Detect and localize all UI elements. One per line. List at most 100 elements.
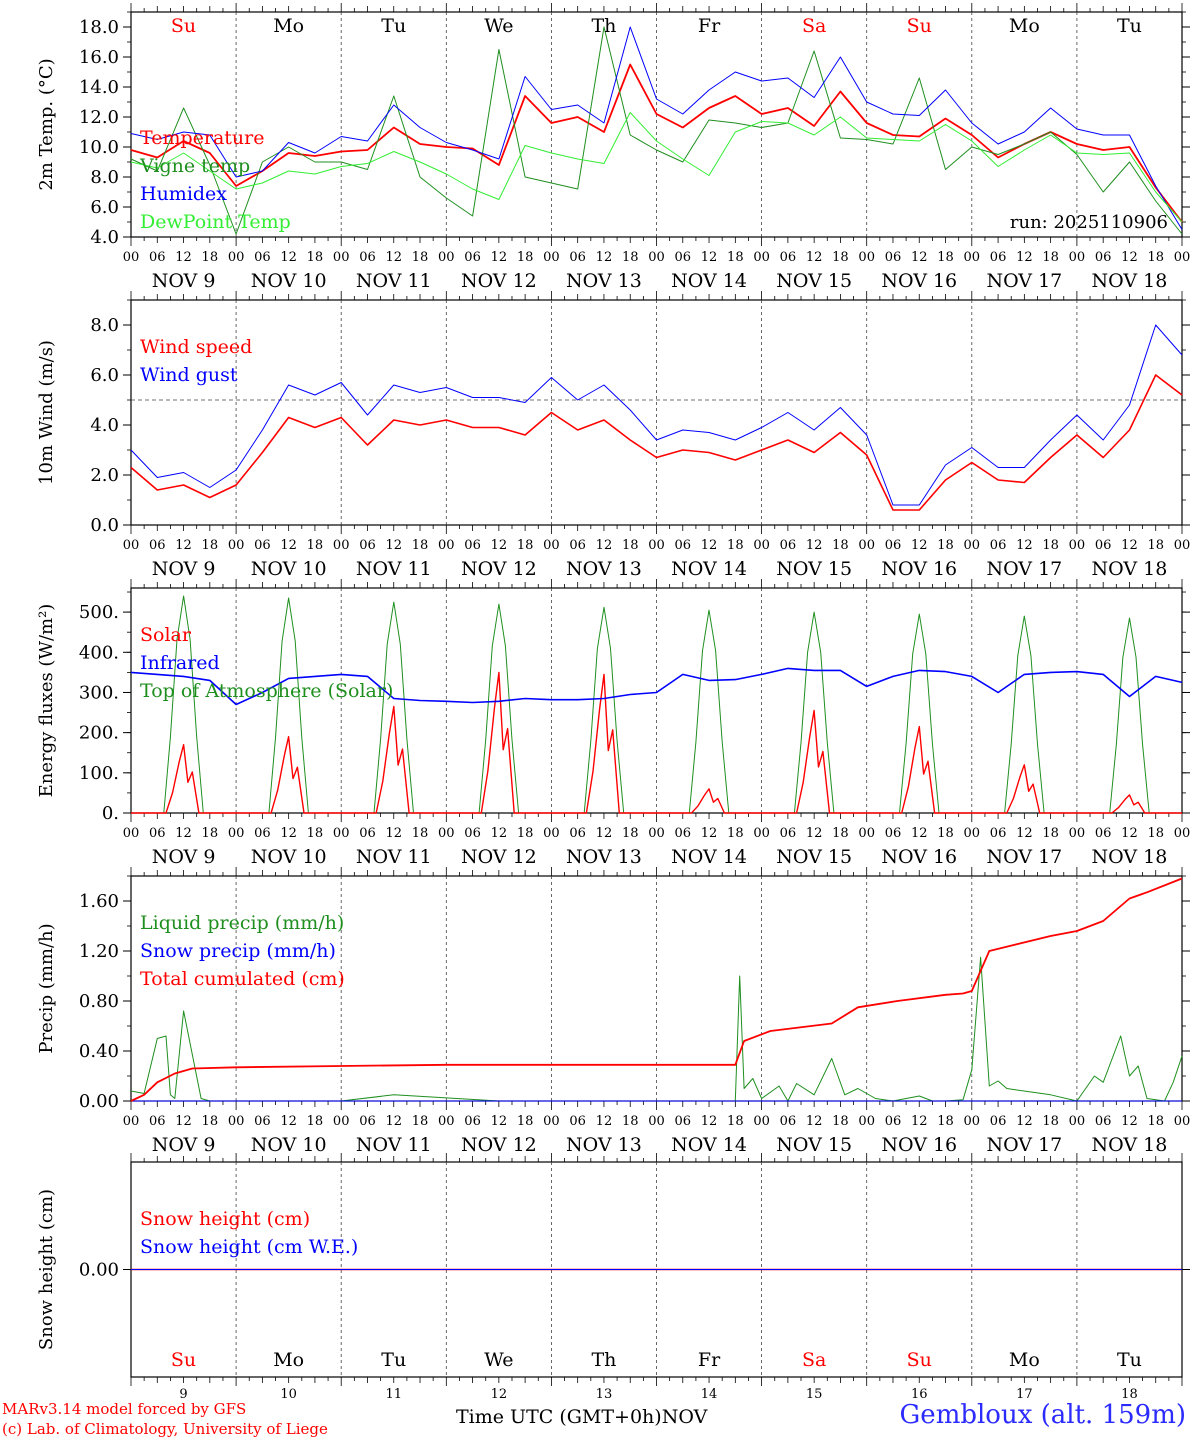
hour-tick-label: 18	[412, 250, 429, 265]
hour-tick-label: 18	[727, 1114, 744, 1129]
dow-label: Tu	[381, 15, 406, 37]
series-temperature	[130, 63, 1183, 223]
date-label: NOV 10	[251, 846, 327, 868]
hour-tick-label: 12	[1121, 1114, 1138, 1129]
hour-tick-label: 00	[438, 826, 455, 841]
hour-tick-label: 00	[858, 1114, 875, 1129]
hour-tick-label: 00	[543, 1114, 560, 1129]
y-tick-label: 8.0	[90, 167, 119, 188]
hour-tick-label: 00	[648, 1114, 665, 1129]
hour-tick-label: 18	[307, 1114, 324, 1129]
dow-label-bottom: Sa	[802, 1349, 826, 1371]
dow-label: Mo	[273, 15, 304, 37]
hour-tick-label: 18	[517, 1114, 534, 1129]
date-label: NOV 17	[986, 270, 1062, 292]
hour-tick-label: 06	[990, 250, 1007, 265]
hour-tick-label: 00	[543, 250, 560, 265]
y-tick-label: 0.0	[90, 515, 119, 536]
date-label: NOV 12	[461, 558, 537, 580]
y-tick-label: 14.0	[79, 77, 119, 98]
x-axis-title: Time UTC (GMT+0h)	[456, 1406, 662, 1428]
legend-entry: Infrared	[140, 652, 220, 674]
legend-entry: Wind gust	[140, 364, 238, 386]
hour-tick-label: 00	[964, 250, 981, 265]
hour-tick-label: 06	[149, 826, 166, 841]
y-tick-label: 300.	[79, 682, 119, 703]
y-tick-label: 12.0	[79, 107, 119, 128]
y-tick-label: 10.0	[79, 137, 119, 158]
date-label: NOV 16	[881, 846, 957, 868]
date-label: NOV 12	[461, 846, 537, 868]
hour-tick-label: 00	[228, 1114, 245, 1129]
legend-entry: DewPoint Temp	[140, 211, 291, 233]
hour-tick-label: 00	[228, 250, 245, 265]
hour-tick-label: 12	[596, 538, 613, 553]
hour-tick-label: 06	[675, 250, 692, 265]
hour-tick-label: 00	[648, 250, 665, 265]
hour-tick-label: 00	[1069, 826, 1086, 841]
series-wind-gust	[130, 324, 1183, 506]
date-label: NOV 13	[566, 270, 642, 292]
hour-tick-label: 00	[543, 826, 560, 841]
legend-entry: Temperature	[140, 127, 264, 149]
hour-tick-label: 06	[464, 826, 481, 841]
date-label: NOV 15	[776, 270, 852, 292]
hour-tick-label: 12	[491, 250, 508, 265]
hour-tick-label: 18	[1147, 1114, 1164, 1129]
date-label: NOV 14	[671, 270, 747, 292]
date-label: NOV 18	[1092, 846, 1168, 868]
dow-label: Mo	[1009, 15, 1040, 37]
hour-tick-label: 00	[1069, 250, 1086, 265]
hour-tick-label: 06	[885, 1114, 902, 1129]
hour-tick-label: 18	[517, 538, 534, 553]
day-number-label: 18	[1121, 1387, 1138, 1402]
y-tick-label: 1.20	[79, 941, 119, 962]
hour-tick-label: 00	[123, 1114, 140, 1129]
date-label: NOV 15	[776, 558, 852, 580]
day-number-label: 11	[385, 1387, 402, 1402]
legend-entry: Solar	[140, 624, 192, 646]
hour-tick-label: 06	[1095, 1114, 1112, 1129]
panel-precip: 0.00 0.40 0.80 1.20 1.60 Precip (mm/h) Liquid …	[36, 867, 1190, 1156]
y-tick-label: 4.0	[90, 415, 119, 436]
hour-tick-label: 06	[569, 1114, 586, 1129]
hour-tick-label: 12	[701, 826, 718, 841]
hour-tick-label: 12	[280, 538, 297, 553]
date-label: NOV 12	[461, 1134, 537, 1156]
hour-tick-label: 12	[911, 250, 928, 265]
hour-tick-label: 18	[517, 250, 534, 265]
hour-tick-label: 00	[123, 826, 140, 841]
dow-label: Sa	[802, 15, 826, 37]
hour-tick-label: 12	[1121, 250, 1138, 265]
hour-tick-label: 12	[385, 826, 402, 841]
dow-label-bottom: Fr	[698, 1349, 721, 1371]
hour-tick-label: 06	[1095, 826, 1112, 841]
day-number-label: 9	[179, 1387, 187, 1402]
dow-label-bottom: Su	[171, 1349, 196, 1371]
hour-tick-label: 18	[517, 826, 534, 841]
y-tick-label: 18.0	[79, 17, 119, 38]
hour-tick-label: 00	[438, 538, 455, 553]
hour-tick-label: 00	[228, 826, 245, 841]
y-tick-label: 16.0	[79, 47, 119, 68]
hour-tick-label: 06	[780, 538, 797, 553]
hour-tick-label: 18	[307, 826, 324, 841]
date-label: NOV 13	[566, 1134, 642, 1156]
hour-tick-label: 12	[385, 538, 402, 553]
hour-tick-label: 06	[675, 1114, 692, 1129]
panel-frame	[130, 299, 1183, 526]
dow-label: Fr	[698, 15, 721, 37]
hour-tick-label: 12	[491, 1114, 508, 1129]
legend-entry: Snow precip (mm/h)	[140, 940, 336, 962]
date-label: NOV 18	[1092, 1134, 1168, 1156]
hour-tick-label: 00	[858, 826, 875, 841]
hour-tick-label: 18	[202, 826, 219, 841]
hour-tick-label: 06	[254, 1114, 271, 1129]
hour-tick-label: 18	[727, 826, 744, 841]
series-total-cumulated-cm-	[130, 877, 1183, 1102]
hour-tick-label: 06	[1095, 538, 1112, 553]
hour-tick-label: 12	[701, 250, 718, 265]
hour-tick-label: 18	[937, 538, 954, 553]
dow-label: We	[484, 15, 513, 37]
